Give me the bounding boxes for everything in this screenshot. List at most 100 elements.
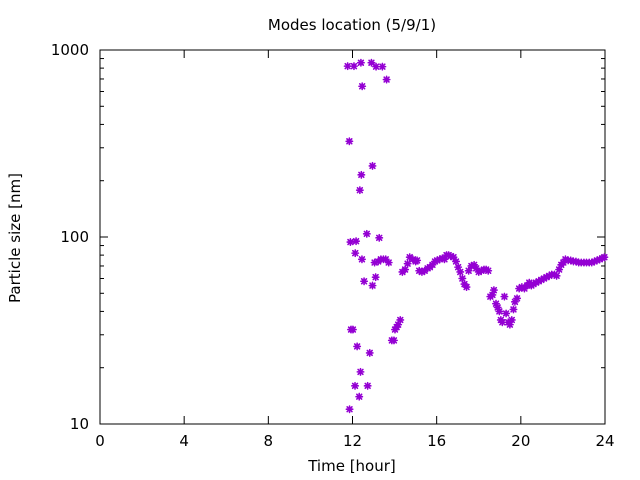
data-point <box>531 278 540 287</box>
data-point <box>381 255 390 264</box>
data-point <box>351 249 360 258</box>
data-point <box>352 237 361 246</box>
data-point <box>505 320 514 329</box>
data-point <box>355 392 364 401</box>
data-point <box>595 255 604 264</box>
y-tick-label: 10 <box>70 415 89 433</box>
data-point <box>348 325 357 334</box>
data-point <box>370 258 379 267</box>
data-point <box>362 229 371 238</box>
plot-frame <box>99 49 606 425</box>
data-point <box>449 253 458 262</box>
data-point <box>542 273 551 282</box>
data-point <box>470 260 479 269</box>
data-point <box>384 258 393 267</box>
data-point <box>513 294 522 303</box>
data-point <box>545 271 554 280</box>
data-point <box>510 297 519 306</box>
data-point <box>368 281 377 290</box>
data-point <box>365 348 374 357</box>
data-point <box>356 58 365 67</box>
data-point <box>372 62 381 71</box>
data-point <box>500 292 509 301</box>
y-tick-label: 100 <box>60 228 89 246</box>
data-point <box>371 273 380 282</box>
data-point <box>413 256 422 265</box>
data-point <box>357 170 366 179</box>
data-point <box>433 256 442 265</box>
data-point <box>458 274 467 283</box>
data-point <box>600 253 609 262</box>
data-point <box>456 267 465 276</box>
data-point <box>378 62 387 71</box>
data-point <box>396 315 405 324</box>
data-point <box>498 318 507 327</box>
x-tick-label: 16 <box>427 432 446 450</box>
data-point <box>534 277 543 286</box>
data-point <box>509 305 518 314</box>
data-point <box>484 266 493 275</box>
data-point <box>537 275 546 284</box>
data-point <box>515 284 524 293</box>
data-point <box>403 259 412 268</box>
x-tick-label: 20 <box>511 432 530 450</box>
data-point <box>349 62 358 71</box>
data-point <box>467 261 476 270</box>
data-point <box>462 283 471 292</box>
x-tick-label: 0 <box>95 432 105 450</box>
data-point <box>363 381 372 390</box>
x-tick-label: 4 <box>179 432 189 450</box>
x-axis-label: Time [hour] <box>307 457 396 475</box>
x-tick-label: 12 <box>343 432 362 450</box>
data-point <box>368 161 377 170</box>
data-point <box>452 257 461 266</box>
data-point <box>345 405 354 414</box>
data-point <box>428 260 437 269</box>
data-point <box>552 271 561 280</box>
data-point <box>477 266 486 275</box>
data-point <box>367 58 376 67</box>
data-point <box>375 233 384 242</box>
x-tick-label: 24 <box>595 432 614 450</box>
data-point <box>435 255 444 264</box>
data-point <box>351 381 360 390</box>
data-point <box>389 336 398 345</box>
data-point <box>593 256 602 265</box>
data-point <box>360 277 369 286</box>
data-points <box>343 58 609 414</box>
data-point <box>346 238 355 247</box>
y-axis-label: Particle size [nm] <box>6 173 24 303</box>
data-point <box>440 255 449 264</box>
axes: 0 4 8 12 16 20 24 10 100 1000 <box>51 41 615 450</box>
data-point <box>502 309 511 318</box>
data-point <box>357 255 366 264</box>
y-tick-label: 1000 <box>51 41 89 59</box>
data-point <box>507 315 516 324</box>
data-point <box>356 367 365 376</box>
data-point <box>401 265 410 274</box>
data-point <box>464 266 473 275</box>
x-tick-label: 8 <box>264 432 274 450</box>
data-point <box>394 320 403 329</box>
data-point <box>559 258 568 267</box>
data-point <box>405 253 414 262</box>
data-point <box>358 82 367 91</box>
data-point <box>539 274 548 283</box>
data-point <box>343 62 352 71</box>
data-point <box>561 255 570 264</box>
data-point <box>495 307 504 316</box>
data-point <box>571 257 580 266</box>
data-point <box>488 290 497 299</box>
data-point <box>472 264 481 273</box>
data-point <box>345 137 354 146</box>
chart-title: Modes location (5/9/1) <box>268 16 436 34</box>
data-point <box>417 267 426 276</box>
data-point <box>382 75 391 84</box>
data-point <box>590 257 599 266</box>
data-point <box>353 342 362 351</box>
data-point <box>489 286 498 295</box>
data-point <box>355 186 364 195</box>
data-point <box>555 265 564 274</box>
data-point <box>446 252 455 261</box>
